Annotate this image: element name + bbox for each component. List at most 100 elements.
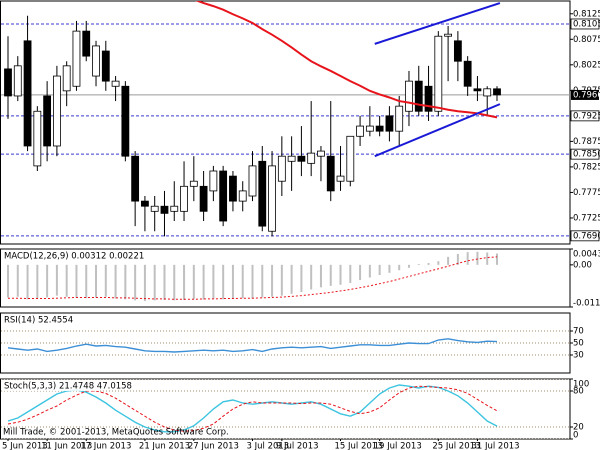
histogram-bar xyxy=(124,264,127,300)
level-label: 0.8105 xyxy=(573,19,600,29)
panel-title-bg xyxy=(2,250,98,261)
histogram-bar xyxy=(466,252,469,265)
candle-body xyxy=(160,205,169,214)
y-tick-label: 0.8075 xyxy=(573,35,600,45)
histogram-bar xyxy=(36,264,39,299)
indicator-line xyxy=(7,384,498,433)
candle-body xyxy=(111,80,120,87)
trendline xyxy=(374,103,501,158)
panel-title: RSI(14) 52.4554 xyxy=(4,316,73,326)
histogram-bar xyxy=(7,264,9,298)
candle-body xyxy=(43,95,52,147)
last-price-box xyxy=(571,89,599,100)
candle-body xyxy=(317,150,325,157)
histogram-bar xyxy=(153,264,156,301)
candle-body xyxy=(424,85,433,112)
histogram-bar xyxy=(183,264,186,301)
histogram-bar xyxy=(104,264,107,297)
candle-body xyxy=(141,200,149,207)
candle-body xyxy=(209,170,218,192)
histogram-bar xyxy=(55,264,58,296)
histogram-bar xyxy=(437,261,440,265)
x-tick-label: 27 Jun 2013 xyxy=(188,442,239,450)
candle-body xyxy=(238,190,247,202)
candle-body xyxy=(453,40,462,62)
histogram-bar xyxy=(75,264,78,298)
histogram-bar xyxy=(486,252,489,265)
x-tick-label: 15 Jul 2013 xyxy=(335,442,383,450)
panel-title-bg xyxy=(2,314,98,325)
histogram-bar xyxy=(143,264,146,302)
histogram-bar xyxy=(417,264,420,265)
histogram-bar xyxy=(46,264,49,298)
y-tick-label: 80 xyxy=(573,387,584,397)
candle-body xyxy=(444,33,453,37)
y-tick-label: 100 xyxy=(573,380,589,390)
candle-body xyxy=(189,180,198,187)
candle-body xyxy=(13,65,22,97)
histogram-bar xyxy=(378,264,381,275)
x-tick-label: 11 Jun 2013 xyxy=(41,442,92,450)
histogram-bar xyxy=(300,264,303,293)
histogram-bar xyxy=(339,264,342,285)
histogram-bar xyxy=(476,251,479,265)
candle-body xyxy=(277,155,286,182)
histogram-bar xyxy=(310,264,313,290)
candle-body xyxy=(473,88,482,92)
y-tick-label: 0.8025 xyxy=(573,60,600,70)
candle-body xyxy=(307,152,316,164)
panel-frame xyxy=(0,0,571,245)
histogram-bar xyxy=(319,264,322,288)
candle-body xyxy=(405,80,413,112)
candle-body xyxy=(121,85,130,157)
histogram-bar xyxy=(65,264,68,297)
candle-body xyxy=(268,165,276,232)
histogram-bar xyxy=(290,264,293,294)
candle-body xyxy=(53,75,61,147)
histogram-bar xyxy=(192,264,195,300)
histogram-bar xyxy=(212,264,215,299)
candle-body xyxy=(23,40,32,147)
candle-body xyxy=(375,125,384,132)
candle-body xyxy=(219,170,228,222)
candle-body xyxy=(483,88,492,97)
histogram-bar xyxy=(163,264,166,301)
level-label: 0.7925 xyxy=(573,111,600,121)
histogram-bar xyxy=(251,264,254,299)
panel-title-bg xyxy=(2,380,98,391)
candle-body xyxy=(150,205,159,212)
histogram-bar xyxy=(261,264,264,298)
y-tick-label: 0.7825 xyxy=(573,162,600,172)
y-tick-label: -0.01163 xyxy=(573,299,600,309)
x-tick-label: 3 Jul 2013 xyxy=(247,442,290,450)
candle-body xyxy=(356,125,364,137)
x-tick-label: 19 Jul 2013 xyxy=(374,442,422,450)
candle-body xyxy=(385,115,394,132)
candle-body xyxy=(131,155,140,202)
level-label: 0.7850 xyxy=(573,150,600,160)
candle-body xyxy=(62,65,71,92)
candle-body xyxy=(287,155,296,162)
last-price-label: 0.7966 xyxy=(573,90,600,100)
candle-body xyxy=(434,35,443,112)
y-tick-label: 70 xyxy=(573,327,584,337)
candle-body xyxy=(395,105,404,132)
y-tick-label: 0.8125 xyxy=(573,9,600,19)
histogram-bar xyxy=(271,264,274,297)
y-tick-label: 0.00437 xyxy=(573,250,600,260)
candle-body xyxy=(229,175,237,202)
histogram-bar xyxy=(368,264,371,278)
candle-body xyxy=(258,160,267,227)
candle-body xyxy=(101,50,110,82)
candle-body xyxy=(33,110,42,167)
x-tick-label: 5 Jun 2013 xyxy=(2,442,48,450)
histogram-bar xyxy=(456,253,459,265)
candle-body xyxy=(92,45,100,77)
candle-body xyxy=(170,205,179,212)
x-tick-label: 21 Jun 2013 xyxy=(139,442,190,450)
level-label-box xyxy=(570,148,600,160)
histogram-bar xyxy=(427,263,430,265)
histogram-bar xyxy=(85,264,88,299)
signal-line xyxy=(8,256,498,300)
level-label-box xyxy=(570,230,600,242)
